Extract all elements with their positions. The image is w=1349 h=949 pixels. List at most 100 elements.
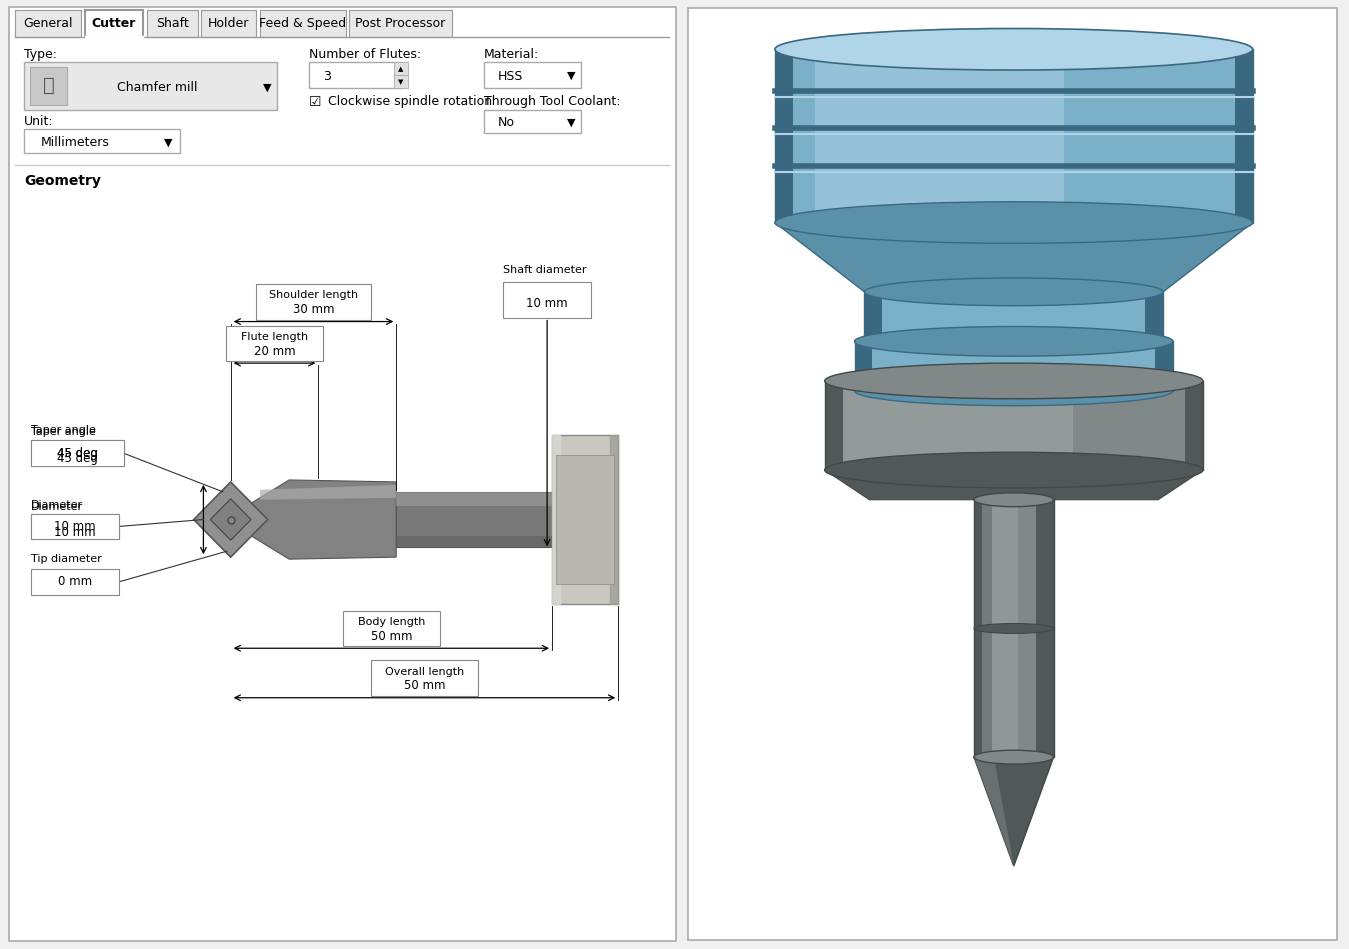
Text: ▼: ▼	[567, 71, 576, 81]
Text: General: General	[23, 17, 73, 30]
Ellipse shape	[824, 453, 1203, 488]
Bar	[397, 492, 552, 548]
Text: 0 mm: 0 mm	[58, 575, 92, 588]
Bar	[556, 456, 614, 584]
FancyBboxPatch shape	[225, 326, 324, 362]
Bar	[397, 492, 552, 506]
Polygon shape	[974, 757, 1014, 866]
Ellipse shape	[974, 623, 1054, 633]
Polygon shape	[1155, 342, 1174, 391]
Ellipse shape	[774, 28, 1253, 70]
Text: Geometry: Geometry	[24, 174, 101, 188]
Text: Shaft: Shaft	[156, 17, 189, 30]
Text: Taper angle: Taper angle	[31, 425, 96, 436]
Ellipse shape	[824, 363, 1203, 399]
FancyBboxPatch shape	[394, 63, 407, 75]
Text: Holder: Holder	[208, 17, 250, 30]
Polygon shape	[865, 292, 882, 342]
Polygon shape	[210, 499, 251, 540]
Text: Through Tool Coolant:: Through Tool Coolant:	[484, 95, 621, 108]
FancyBboxPatch shape	[201, 9, 256, 37]
FancyBboxPatch shape	[85, 9, 143, 37]
Polygon shape	[774, 49, 793, 223]
Text: Feed & Speed: Feed & Speed	[259, 17, 347, 30]
Text: Flute length: Flute length	[241, 332, 308, 342]
Bar	[873, 342, 1155, 391]
Text: 50 mm: 50 mm	[371, 630, 411, 642]
Polygon shape	[1234, 49, 1253, 223]
Bar	[397, 536, 552, 548]
FancyBboxPatch shape	[147, 9, 197, 37]
Text: 45 deg: 45 deg	[57, 453, 97, 465]
Bar	[793, 49, 1234, 223]
Polygon shape	[815, 49, 1063, 223]
Ellipse shape	[854, 376, 1174, 405]
Text: ▲: ▲	[398, 66, 403, 72]
Text: Shoulder length: Shoulder length	[268, 290, 357, 300]
FancyBboxPatch shape	[8, 7, 676, 941]
Text: ▼: ▼	[165, 138, 173, 147]
FancyBboxPatch shape	[24, 63, 278, 110]
Text: Material:: Material:	[484, 47, 540, 61]
Text: 10 mm: 10 mm	[54, 526, 96, 539]
Ellipse shape	[974, 493, 1054, 507]
Polygon shape	[774, 223, 1253, 292]
Text: Overall length: Overall length	[384, 666, 464, 677]
FancyBboxPatch shape	[256, 284, 371, 320]
Polygon shape	[1184, 381, 1203, 470]
Text: 50 mm: 50 mm	[403, 679, 445, 692]
Text: 10 mm: 10 mm	[526, 297, 568, 309]
FancyBboxPatch shape	[30, 67, 67, 104]
Polygon shape	[824, 381, 843, 470]
FancyBboxPatch shape	[309, 63, 401, 88]
Text: Chamfer mill: Chamfer mill	[117, 82, 198, 94]
FancyBboxPatch shape	[260, 9, 345, 37]
Polygon shape	[1036, 500, 1054, 757]
Text: Body length: Body length	[357, 617, 425, 627]
Bar	[992, 500, 1036, 757]
FancyBboxPatch shape	[394, 75, 407, 88]
FancyBboxPatch shape	[688, 8, 1337, 940]
Text: Clockwise spindle rotation: Clockwise spindle rotation	[328, 95, 492, 108]
FancyBboxPatch shape	[343, 610, 440, 646]
FancyBboxPatch shape	[371, 661, 478, 696]
Bar	[552, 436, 618, 604]
Text: Diameter: Diameter	[31, 502, 84, 512]
Bar	[982, 500, 1017, 757]
Ellipse shape	[974, 751, 1054, 764]
Polygon shape	[232, 480, 397, 559]
Ellipse shape	[865, 278, 1163, 306]
FancyBboxPatch shape	[31, 513, 119, 539]
FancyBboxPatch shape	[15, 9, 81, 37]
Text: 10 mm: 10 mm	[54, 520, 96, 533]
FancyBboxPatch shape	[503, 282, 591, 318]
FancyBboxPatch shape	[24, 129, 179, 153]
Polygon shape	[260, 485, 397, 500]
FancyBboxPatch shape	[484, 110, 581, 134]
Text: Diameter: Diameter	[31, 500, 84, 510]
Text: ☑: ☑	[309, 95, 321, 109]
Text: HSS: HSS	[498, 69, 523, 83]
Text: Cutter: Cutter	[92, 17, 136, 30]
Polygon shape	[824, 470, 1203, 500]
Ellipse shape	[774, 202, 1253, 243]
Text: No: No	[498, 116, 514, 129]
Text: ▼: ▼	[263, 83, 272, 93]
Text: Number of Flutes:: Number of Flutes:	[309, 47, 421, 61]
Text: Millimeters: Millimeters	[40, 136, 109, 149]
Text: 30 mm: 30 mm	[293, 303, 335, 316]
Text: 3: 3	[324, 69, 331, 83]
Text: Tip diameter: Tip diameter	[31, 554, 101, 564]
Text: ▼: ▼	[567, 118, 576, 127]
FancyBboxPatch shape	[31, 513, 119, 539]
Text: 20 mm: 20 mm	[254, 344, 295, 358]
FancyBboxPatch shape	[31, 440, 124, 466]
FancyBboxPatch shape	[484, 63, 581, 88]
Polygon shape	[854, 342, 873, 391]
Polygon shape	[843, 381, 1074, 470]
Text: Unit:: Unit:	[24, 115, 54, 128]
Polygon shape	[974, 500, 992, 757]
Text: Taper angle: Taper angle	[31, 427, 96, 437]
Ellipse shape	[865, 327, 1163, 355]
Text: ▼: ▼	[398, 79, 403, 85]
